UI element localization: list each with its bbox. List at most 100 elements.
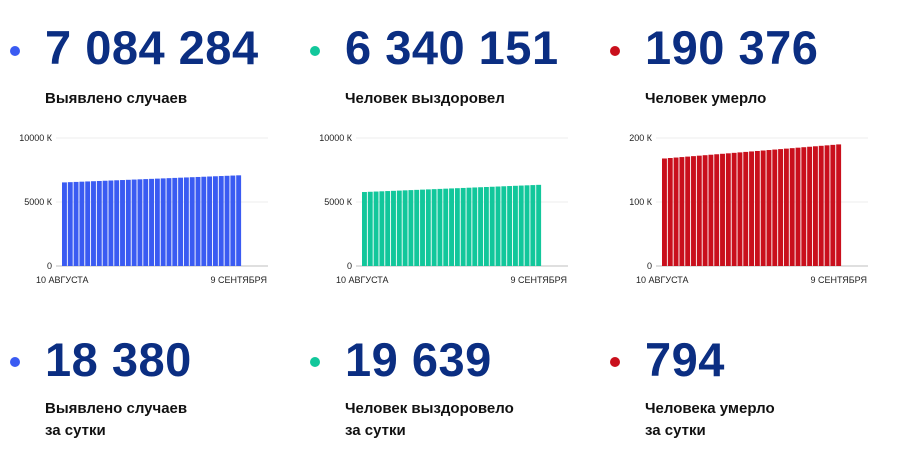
bar [708, 154, 714, 266]
bar [62, 182, 67, 266]
bar [460, 187, 466, 266]
bar [408, 190, 414, 266]
bar [783, 148, 789, 266]
bar [667, 158, 673, 266]
daily-recovered-label-line1: Человек выздоровело [345, 400, 514, 417]
bar [507, 186, 513, 266]
bar [373, 191, 379, 266]
bar [489, 186, 495, 266]
bar [495, 186, 501, 266]
daily-cases-label-line1: Выявлено случаев [45, 400, 188, 417]
bar [714, 154, 720, 266]
y-tick-label: 200 К [629, 133, 653, 143]
bar [536, 184, 542, 266]
total-recovered-label: Человек выздоровел [345, 90, 505, 107]
bar [73, 181, 79, 266]
bar [431, 189, 437, 266]
daily-cases-label-line2: за сутки [45, 422, 106, 439]
bar [830, 144, 836, 266]
total-cases-value: 7 084 284 [45, 21, 259, 74]
bar [662, 158, 667, 266]
blue-dot-icon [10, 357, 20, 367]
bar [443, 188, 449, 266]
bar [437, 188, 443, 266]
bar [420, 189, 425, 266]
bar [108, 180, 114, 266]
bar [149, 178, 155, 266]
bar [795, 147, 801, 266]
bar [201, 176, 207, 266]
y-tick-label: 5000 К [24, 197, 53, 207]
bar [79, 181, 85, 266]
bar [207, 176, 213, 266]
bar [454, 188, 460, 266]
bar [737, 152, 743, 266]
bar [812, 146, 818, 266]
daily-deaths-label-line1: Человека умерло [645, 400, 775, 417]
green-dot-icon [310, 357, 320, 367]
y-tick-label: 5000 К [324, 197, 353, 207]
bar [230, 175, 236, 266]
bar [696, 155, 702, 266]
bar [731, 152, 737, 266]
x-tick-label-start: 10 АВГУСТА [36, 275, 89, 285]
bar [362, 192, 367, 266]
bar [137, 179, 143, 266]
bar [91, 181, 96, 266]
x-tick-label-end: 9 СЕНТЯБРЯ [510, 275, 567, 285]
total-deaths-value: 190 376 [645, 21, 819, 74]
daily-recovered-label-line2: за сутки [345, 422, 406, 439]
bar [478, 187, 484, 266]
bar [67, 182, 73, 266]
bar [183, 177, 189, 266]
bar [760, 150, 766, 266]
bar [385, 191, 391, 266]
y-tick-label: 0 [347, 261, 352, 271]
blue-dot-icon [10, 46, 20, 56]
bar [236, 175, 242, 266]
bar [501, 186, 507, 266]
y-tick-label: 100 К [629, 197, 653, 207]
x-tick-label-end: 9 СЕНТЯБРЯ [810, 275, 867, 285]
bar [679, 157, 685, 266]
bar [172, 177, 178, 266]
bar [396, 190, 402, 266]
chart-total-recovered: 0 5000 К 10000 К 10 АВГУСТА 9 СЕНТЯБРЯ [319, 133, 568, 285]
bar [836, 144, 842, 266]
bar [391, 190, 396, 266]
bar [402, 190, 408, 266]
daily-cases-value: 18 380 [45, 333, 192, 386]
y-tick-label: 0 [647, 261, 652, 271]
bar [824, 145, 830, 266]
bar [754, 150, 760, 266]
bar [114, 180, 120, 266]
bar [483, 186, 489, 266]
bar [720, 153, 725, 266]
bar [818, 145, 824, 266]
bar [685, 156, 691, 266]
bar [189, 177, 195, 266]
bar [743, 151, 749, 266]
bar [749, 151, 755, 266]
bar [807, 146, 813, 266]
bar [154, 178, 160, 266]
bar [789, 148, 795, 266]
bar [212, 176, 218, 266]
y-tick-label: 0 [47, 261, 52, 271]
bar [367, 191, 373, 266]
chart-total-cases: 0 5000 К 10000 К 10 АВГУСТА 9 СЕНТЯБРЯ [19, 133, 268, 285]
bar [379, 191, 385, 266]
bar [96, 180, 102, 266]
bar [125, 179, 131, 266]
bar [673, 157, 679, 266]
total-deaths-label: Человек умерло [645, 90, 767, 107]
bar [512, 185, 518, 266]
bar [530, 185, 536, 266]
bar [160, 178, 166, 266]
bar [778, 149, 784, 266]
bar [725, 153, 731, 266]
bar [102, 180, 108, 266]
y-tick-label: 10000 К [19, 133, 53, 143]
bar [195, 176, 201, 266]
x-tick-label-start: 10 АВГУСТА [636, 275, 689, 285]
